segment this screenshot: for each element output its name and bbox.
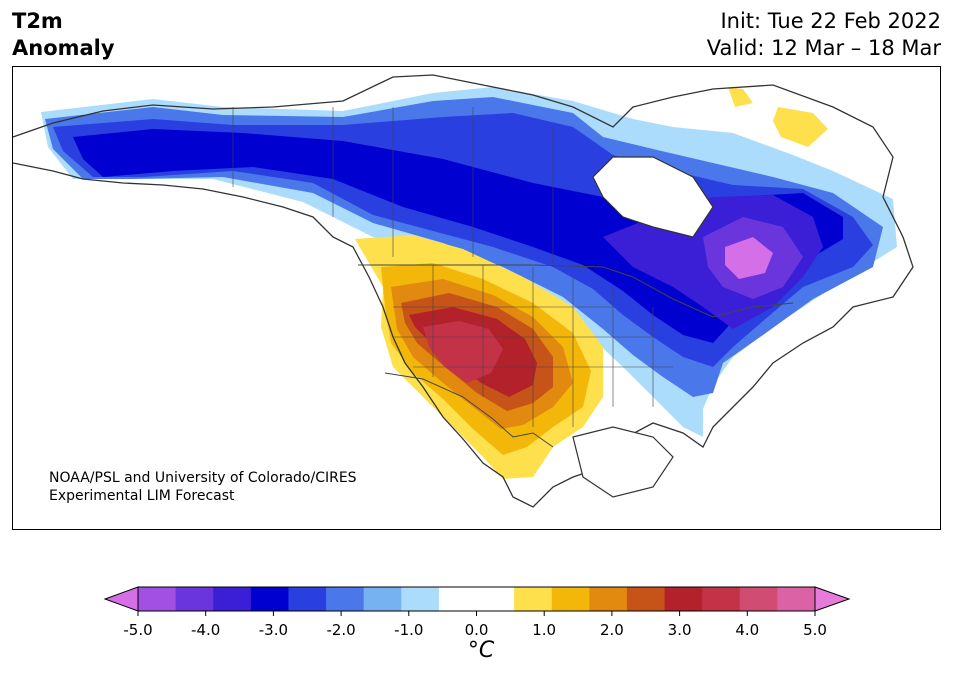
colorbar-bin: [514, 587, 553, 611]
colorbar-tick-label: -5.0: [123, 621, 153, 639]
colorbar-bin: [326, 587, 365, 611]
colorbar-tick-label: 3.0: [667, 621, 692, 639]
colorbar-bin: [250, 587, 289, 611]
variable-label: T2m: [12, 9, 63, 33]
colorbar-tick-label: -1.0: [394, 621, 424, 639]
colorbar-unit: °C: [467, 638, 495, 663]
map-svg: [13, 74, 914, 508]
colorbar-bin: [288, 587, 327, 611]
colorbar-tick-label: -4.0: [191, 621, 221, 639]
colorbar-tick-label: 4.0: [735, 621, 760, 639]
colorbar-bin: [476, 587, 515, 611]
colorbar-bin: [363, 587, 402, 611]
us-canada-border: [358, 264, 794, 318]
colorbar-bin: [401, 587, 440, 611]
credit-text: NOAA/PSL and University of Colorado/CIRE…: [49, 469, 357, 505]
colorbar-bin: [438, 587, 477, 611]
variable-sub-label: Anomaly: [12, 36, 115, 60]
colorbar-bin: [777, 587, 816, 611]
cold-band-core: [73, 129, 843, 343]
colorbar-tick-label: 5.0: [803, 621, 827, 639]
map-title: T2m Anomaly: [12, 8, 115, 62]
anomaly-map: [12, 66, 941, 530]
warm-yellow-ne2: [773, 107, 828, 147]
credit-line-2: Experimental LIM Forecast: [49, 488, 235, 504]
colorbar-bin: [589, 587, 628, 611]
valid-date: Valid: 12 Mar – 18 Mar: [706, 36, 941, 60]
colorbar-extend-high: [814, 586, 851, 612]
colorbar-bin: [551, 587, 590, 611]
colorbar-bin: [175, 587, 214, 611]
coastline: [13, 74, 914, 508]
warm-yellow-ne: [728, 87, 753, 107]
colorbar-bin: [739, 587, 778, 611]
forecast-dates: Init: Tue 22 Feb 2022 Valid: 12 Mar – 18…: [707, 8, 941, 62]
colorbar-bin: [664, 587, 703, 611]
colorbar-tick-label: 1.0: [532, 621, 557, 639]
hudson-bay: [592, 156, 714, 238]
colorbar-tick-label: -2.0: [326, 621, 356, 639]
state-lines: [393, 265, 673, 427]
cold-purple-core: [725, 237, 773, 279]
us-mexico-border: [384, 372, 554, 448]
colorbar-bin: [702, 587, 741, 611]
init-date: Init: Tue 22 Feb 2022: [720, 9, 941, 33]
credit-line-1: NOAA/PSL and University of Colorado/CIRE…: [49, 470, 357, 486]
colorbar-tick-label: 2.0: [599, 621, 624, 639]
colorbar-tick-label: 0.0: [464, 621, 489, 639]
colorbar-bin: [138, 587, 177, 611]
colorbar-tick-label: -3.0: [258, 621, 289, 639]
province-lines: [232, 107, 554, 267]
colorbar-bin: [213, 587, 252, 611]
colorbar-bin: [626, 587, 666, 611]
gulf-of-mexico: [572, 426, 674, 498]
colorbar-bins: [103, 586, 851, 616]
colorbar-extend-low: [103, 586, 139, 612]
